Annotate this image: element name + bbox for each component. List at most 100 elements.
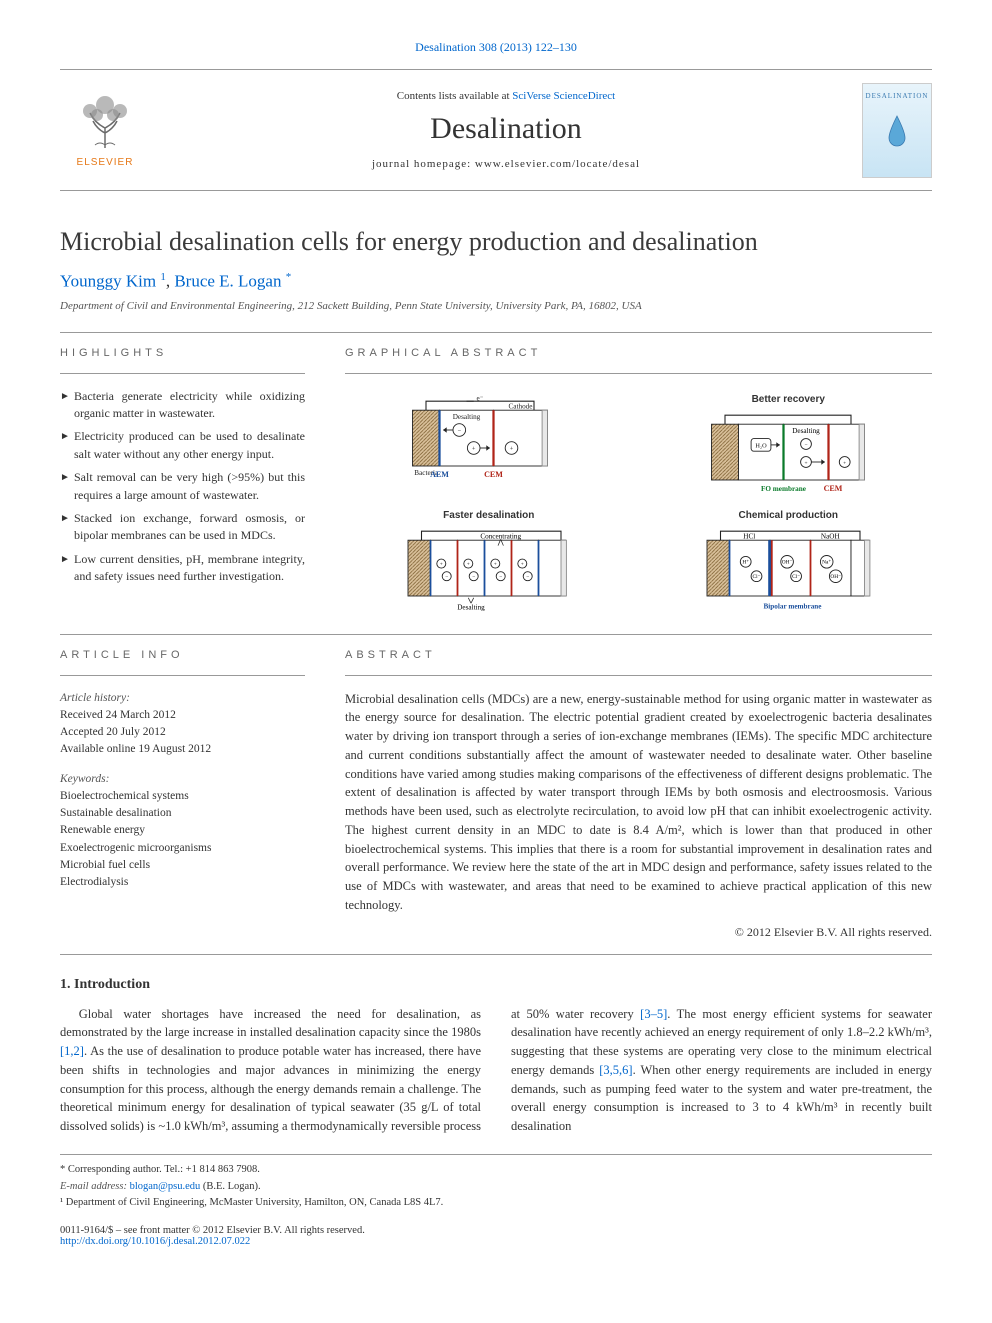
svg-text:CEM: CEM	[824, 483, 843, 492]
journal-title: Desalination	[170, 112, 842, 146]
mdc-basic-diagram: e⁻ − +	[364, 394, 614, 484]
divider	[345, 675, 932, 676]
sciencedirect-link[interactable]: SciVerse ScienceDirect	[512, 90, 615, 102]
svg-text:+: +	[472, 445, 476, 452]
contents-line: Contents lists available at SciVerse Sci…	[170, 90, 842, 102]
section-1-heading: 1. Introduction	[60, 977, 932, 993]
svg-text:NaOH: NaOH	[821, 532, 840, 540]
ref-link[interactable]: [1,2]	[60, 1044, 84, 1058]
highlight-item: Electricity produced can be used to desa…	[60, 428, 305, 463]
history-item: Accepted 20 July 2012	[60, 724, 305, 741]
ref-link[interactable]: [3–5]	[640, 1007, 667, 1021]
svg-text:Cathode: Cathode	[508, 402, 532, 410]
svg-text:e⁻: e⁻	[476, 394, 483, 402]
mdc-chemical-diagram: H⁺ Cl⁻ OH⁻ Cl⁻ Na⁺ OH⁻ HCl NaOH Bipolar …	[663, 524, 913, 614]
article-title: Microbial desalination cells for energy …	[60, 227, 932, 257]
intro-body: Global water shortages have increased th…	[60, 1005, 932, 1136]
homepage-prefix: journal homepage:	[372, 158, 475, 170]
email-link[interactable]: blogan@psu.edu	[130, 1181, 201, 1192]
homepage-line: journal homepage: www.elsevier.com/locat…	[170, 158, 842, 170]
issn-line: 0011-9164/$ – see front matter © 2012 El…	[60, 1225, 932, 1236]
svg-text:+: +	[509, 445, 513, 452]
ga-cell-recovery: Better recovery H₂O − +	[645, 394, 933, 498]
highlights-heading: HIGHLIGHTS	[60, 347, 305, 359]
highlight-item: Low current densities, pH, membrane inte…	[60, 551, 305, 586]
svg-text:−: −	[805, 442, 808, 448]
divider	[345, 373, 932, 374]
svg-text:CEM: CEM	[484, 469, 503, 478]
ga-label-faster: Faster desalination	[443, 510, 534, 521]
keyword: Bioelectrochemical systems	[60, 788, 305, 805]
highlights-list: Bacteria generate electricity while oxid…	[60, 388, 305, 586]
highlight-item: Bacteria generate electricity while oxid…	[60, 388, 305, 423]
svg-text:HCl: HCl	[744, 532, 756, 540]
svg-text:Desalting: Desalting	[457, 603, 485, 611]
svg-text:Concentrating: Concentrating	[480, 532, 521, 540]
svg-text:Cl⁻: Cl⁻	[792, 574, 800, 580]
svg-text:+: +	[521, 561, 524, 567]
ref-link[interactable]: [3,5,6]	[599, 1063, 632, 1077]
svg-text:+: +	[467, 561, 470, 567]
svg-text:+: +	[843, 460, 846, 466]
bottom-matter: 0011-9164/$ – see front matter © 2012 El…	[60, 1225, 932, 1247]
ga-cell-basic: e⁻ − +	[345, 394, 633, 498]
email-label: E-mail address:	[60, 1181, 130, 1192]
abstract-heading: ABSTRACT	[345, 649, 932, 661]
divider	[60, 332, 932, 333]
author-2[interactable]: Bruce E. Logan	[174, 272, 281, 291]
svg-text:FO membrane: FO membrane	[761, 484, 806, 492]
masthead: ELSEVIER Contents lists available at Sci…	[60, 69, 932, 191]
keyword: Sustainable desalination	[60, 805, 305, 822]
divider	[60, 675, 305, 676]
svg-text:Na⁺: Na⁺	[822, 559, 831, 565]
keywords-label: Keywords:	[60, 771, 305, 788]
publisher-logo: ELSEVIER	[60, 80, 150, 180]
svg-text:OH⁻: OH⁻	[831, 574, 842, 580]
elsevier-tree-icon	[75, 93, 135, 153]
keyword: Renewable energy	[60, 822, 305, 839]
author-2-marker[interactable]: *	[286, 271, 292, 283]
ga-cell-chemical: Chemical production	[645, 510, 933, 614]
svg-text:Cl⁻: Cl⁻	[753, 574, 761, 580]
homepage-url[interactable]: www.elsevier.com/locate/desal	[475, 158, 640, 170]
authors-line: Younggy Kim 1, Bruce E. Logan *	[60, 271, 932, 292]
divider	[60, 634, 932, 635]
citation-link[interactable]: Desalination 308 (2013) 122–130	[60, 40, 932, 55]
article-history-label: Article history:	[60, 690, 305, 707]
keyword: Exoelectrogenic microorganisms	[60, 840, 305, 857]
history-item: Available online 19 August 2012	[60, 741, 305, 758]
svg-text:Desalting: Desalting	[792, 427, 820, 435]
history-item: Received 24 March 2012	[60, 707, 305, 724]
svg-text:−: −	[526, 574, 529, 580]
divider	[60, 954, 932, 955]
intro-text-1: Global water shortages have increased th…	[60, 1007, 481, 1040]
mdc-faster-diagram: + − + − + − + − Concentrating Desalting	[364, 524, 614, 614]
ga-label-recovery: Better recovery	[752, 394, 825, 405]
keyword: Electrodialysis	[60, 874, 305, 891]
svg-text:H⁺: H⁺	[743, 559, 750, 565]
corresponding-author: * Corresponding author. Tel.: +1 814 863…	[60, 1163, 932, 1178]
journal-cover-thumbnail: DESALINATION	[862, 83, 932, 178]
highlight-item: Stacked ion exchange, forward osmosis, o…	[60, 510, 305, 545]
mdc-recovery-diagram: H₂O − + + Desalting FO membrane CEM	[663, 408, 913, 498]
svg-text:−: −	[445, 574, 448, 580]
contents-prefix: Contents lists available at	[397, 90, 512, 102]
graphical-abstract: e⁻ − +	[345, 388, 932, 620]
svg-text:H₂O: H₂O	[756, 442, 768, 449]
svg-text:+: +	[805, 460, 808, 466]
publisher-name: ELSEVIER	[77, 157, 134, 168]
copyright: © 2012 Elsevier B.V. All rights reserved…	[345, 925, 932, 940]
author-1[interactable]: Younggy Kim	[60, 272, 156, 291]
svg-text:−: −	[457, 427, 461, 434]
ga-label-chemical: Chemical production	[739, 510, 838, 521]
cover-title: DESALINATION	[866, 92, 929, 100]
footnotes: * Corresponding author. Tel.: +1 814 863…	[60, 1154, 932, 1211]
svg-text:Bipolar membrane: Bipolar membrane	[764, 602, 822, 610]
svg-text:−: −	[499, 574, 502, 580]
graphical-abstract-heading: GRAPHICAL ABSTRACT	[345, 347, 932, 359]
svg-text:+: +	[494, 561, 497, 567]
keyword: Microbial fuel cells	[60, 857, 305, 874]
article-history: Article history: Received 24 March 2012 …	[60, 690, 305, 892]
svg-text:Desalting: Desalting	[452, 413, 480, 421]
doi-link[interactable]: http://dx.doi.org/10.1016/j.desal.2012.0…	[60, 1236, 250, 1247]
